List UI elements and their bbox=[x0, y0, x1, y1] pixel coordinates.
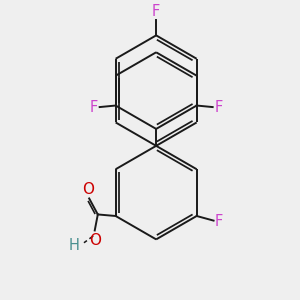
Text: F: F bbox=[90, 100, 98, 115]
Text: F: F bbox=[214, 100, 222, 115]
Text: F: F bbox=[215, 214, 224, 229]
Text: F: F bbox=[152, 4, 160, 20]
Text: H: H bbox=[68, 238, 79, 253]
Text: O: O bbox=[89, 233, 101, 248]
Text: O: O bbox=[82, 182, 94, 196]
